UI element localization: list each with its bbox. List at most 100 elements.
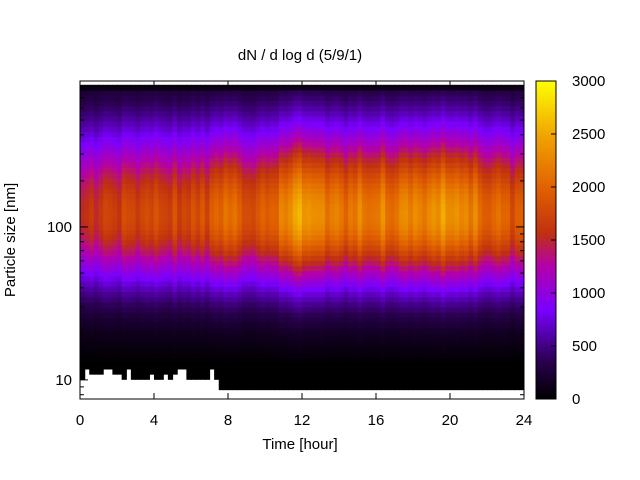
heatmap-cell [394, 322, 400, 329]
heatmap-cell [454, 203, 460, 210]
heatmap-cell [241, 260, 248, 267]
heatmap-cell [251, 260, 257, 267]
heatmap-cell [339, 182, 345, 189]
heatmap-cell [389, 115, 396, 122]
heatmap-cell [237, 301, 243, 308]
heatmap-cell [454, 213, 460, 220]
heatmap-cell [255, 115, 261, 122]
heatmap-cell [325, 368, 331, 375]
heatmap-cell [269, 224, 275, 231]
heatmap-cell [167, 167, 174, 174]
heatmap-cell [260, 234, 266, 241]
heatmap-cell [181, 157, 187, 163]
heatmap-cell [445, 374, 451, 380]
heatmap-cell [163, 291, 169, 298]
heatmap-cell [362, 384, 368, 391]
heatmap-cell [89, 244, 95, 251]
heatmap-cell [241, 244, 248, 251]
heatmap-cell [440, 286, 446, 293]
heatmap-cell [459, 384, 465, 391]
heatmap-cell [126, 100, 132, 107]
heatmap-cell [84, 203, 90, 210]
heatmap-cell [121, 322, 127, 329]
heatmap-cell [98, 115, 104, 122]
heatmap-cell [140, 368, 146, 375]
heatmap-cell [269, 95, 275, 101]
heatmap-cell [140, 317, 146, 323]
heatmap-cell [292, 250, 298, 256]
heatmap-cell [154, 275, 160, 282]
heatmap-cell [237, 306, 243, 313]
heatmap-cell [380, 358, 386, 365]
heatmap-cell [228, 250, 234, 256]
heatmap-cell [232, 157, 238, 163]
heatmap-cell [463, 115, 470, 122]
heatmap-cell [357, 332, 363, 339]
heatmap-cell [140, 157, 146, 163]
heatmap-cell [288, 337, 294, 344]
heatmap-cell [436, 286, 442, 293]
heatmap-cell [112, 110, 118, 117]
heatmap-cell [459, 115, 465, 122]
heatmap-cell [348, 244, 354, 251]
heatmap-cell [121, 188, 127, 194]
heatmap-cell [399, 374, 405, 380]
heatmap-cell [278, 229, 285, 236]
heatmap-cell [80, 343, 86, 349]
heatmap-cell [389, 198, 396, 205]
heatmap-cell [214, 105, 220, 112]
heatmap-cell [237, 198, 243, 205]
heatmap-cell [191, 167, 197, 174]
heatmap-cell [135, 198, 141, 205]
heatmap-cell [283, 182, 289, 189]
heatmap-cell [112, 193, 118, 200]
heatmap-cell [228, 151, 234, 158]
heatmap-cell [473, 317, 479, 323]
heatmap-cell [237, 203, 243, 210]
heatmap-cell [315, 151, 322, 158]
heatmap-cell [163, 182, 169, 189]
heatmap-cell [385, 84, 391, 91]
heatmap-cell [195, 126, 201, 132]
heatmap-cell [246, 131, 252, 138]
heatmap-cell [195, 89, 201, 96]
heatmap-cell [154, 193, 160, 200]
heatmap-cell [246, 265, 252, 272]
heatmap-cell [191, 270, 197, 277]
heatmap-cell [371, 306, 377, 313]
heatmap-cell [320, 203, 326, 210]
heatmap-cell [320, 322, 326, 329]
heatmap-cell [408, 203, 414, 210]
heatmap-cell [112, 317, 118, 323]
heatmap-cell [463, 265, 470, 272]
heatmap-cell [325, 281, 331, 287]
heatmap-cell [445, 167, 451, 174]
heatmap-cell [431, 193, 437, 200]
heatmap-cell [403, 84, 409, 91]
heatmap-cell [334, 208, 340, 215]
heatmap-cell [278, 270, 285, 277]
heatmap-cell [89, 95, 95, 101]
heatmap-cell [154, 244, 160, 251]
heatmap-cell [306, 275, 312, 282]
heatmap-cell [297, 105, 303, 112]
heatmap-cell [389, 275, 396, 282]
heatmap-cell [274, 286, 280, 293]
heatmap-cell [315, 198, 322, 205]
heatmap-cell [195, 188, 201, 194]
heatmap-cell [334, 296, 340, 303]
heatmap-cell [426, 239, 433, 246]
heatmap-cell [154, 239, 160, 246]
heatmap-cell [413, 229, 419, 236]
heatmap-cell [445, 193, 451, 200]
heatmap-cell [186, 100, 192, 107]
heatmap-cell [352, 332, 359, 339]
heatmap-cell [417, 291, 423, 298]
heatmap-cell [186, 151, 192, 158]
heatmap-cell [103, 244, 109, 251]
heatmap-cell [463, 157, 470, 163]
heatmap-cell [445, 317, 451, 323]
heatmap-cell [163, 110, 169, 117]
heatmap-cell [103, 126, 109, 132]
heatmap-cell [218, 374, 224, 380]
